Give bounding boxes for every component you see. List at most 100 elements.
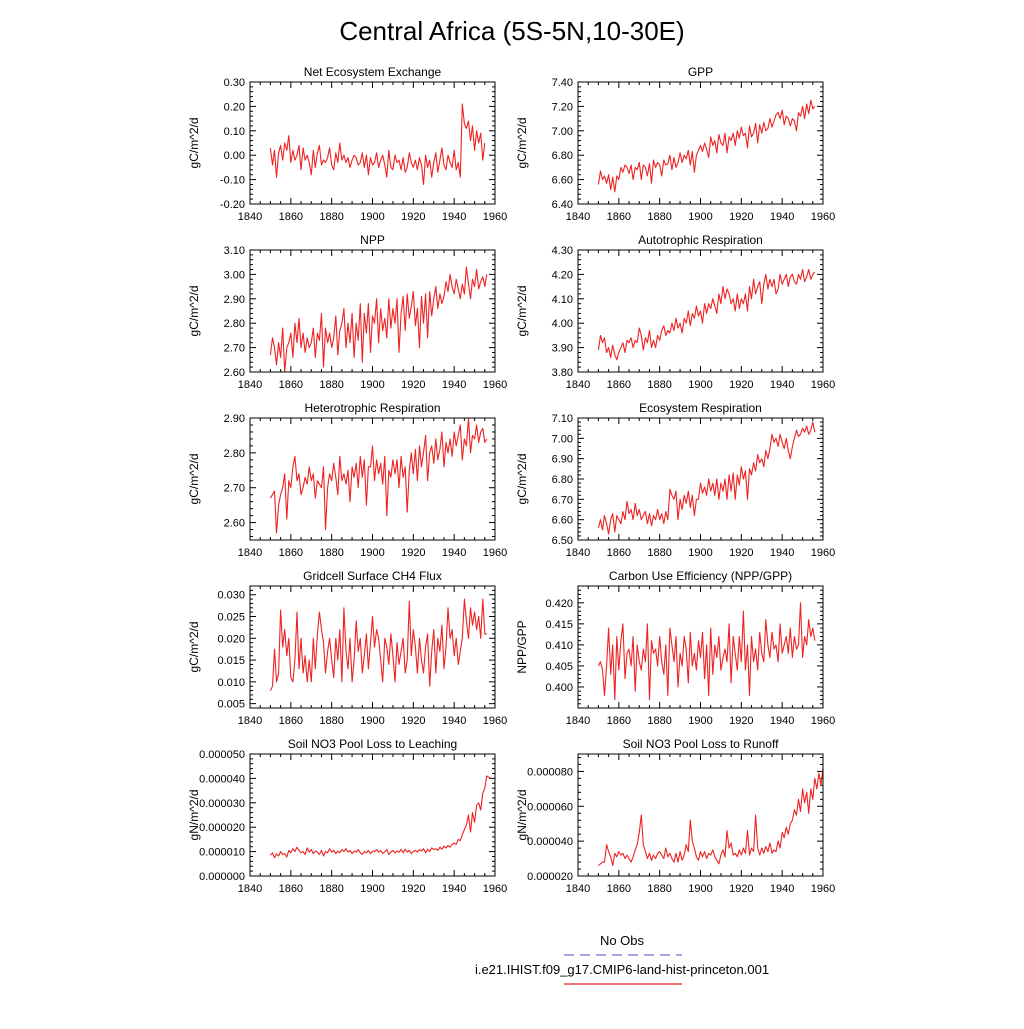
- y-tick-label: 0.000050: [199, 749, 245, 761]
- y-tick-label: 0.10: [224, 126, 245, 138]
- x-tick-label: 1880: [647, 211, 671, 223]
- y-tick-label: 0.000020: [199, 822, 245, 834]
- y-tick-label: 6.70: [552, 494, 573, 506]
- y-tick-label: 2.90: [224, 294, 245, 306]
- chart-panels: Net Ecosystem Exchange gC/m^2/d 1840 1860 18…: [187, 65, 835, 895]
- series-line-1: [597, 268, 816, 361]
- y-tick-label: 3.90: [552, 343, 573, 355]
- chart-panel-8: Carbon Use Efficiency (NPP/GPP) NPP/GPP 18…: [515, 569, 835, 727]
- x-tick-label: 1920: [729, 715, 753, 727]
- panel-title: NPP: [360, 233, 385, 247]
- plot-frame: [249, 417, 496, 541]
- x-tick-label: 1880: [647, 715, 671, 727]
- x-tick-label: 1940: [442, 883, 466, 895]
- y-tick-label: 0.00: [224, 150, 245, 162]
- x-tick-label: 1840: [238, 379, 262, 391]
- y-tick-label: 2.90: [224, 413, 245, 425]
- x-tick-label: 1860: [607, 211, 631, 223]
- y-axis-label: gN/m^2/d: [187, 790, 201, 841]
- x-tick-label: 1840: [238, 211, 262, 223]
- panel-title: Ecosystem Respiration: [639, 401, 762, 415]
- y-tick-label: 6.80: [552, 150, 573, 162]
- series-line-1: [269, 103, 486, 186]
- x-tick-label: 1920: [729, 379, 753, 391]
- y-tick-label: 6.50: [552, 535, 573, 547]
- y-axis-label: NPP/GPP: [515, 620, 529, 673]
- y-tick-label: 0.000040: [199, 773, 245, 785]
- x-tick-label: 1900: [360, 211, 384, 223]
- x-tick-label: 1940: [770, 211, 794, 223]
- x-tick-label: 1840: [238, 715, 262, 727]
- y-tick-label: 2.70: [224, 483, 245, 495]
- x-tick-label: 1960: [483, 211, 507, 223]
- chart-panel-7: Gridcell Surface CH4 Flux gC/m^2/d 1840 186…: [187, 569, 507, 727]
- y-tick-label: 6.90: [552, 454, 573, 466]
- chart-panel-3: NPP gC/m^2/d 1840 1860 1880 1900 1920 1940 1960 2…: [187, 233, 507, 391]
- y-axis-label: gC/m^2/d: [187, 286, 201, 337]
- x-tick-label: 1960: [483, 883, 507, 895]
- series-line-1: [598, 767, 824, 867]
- y-tick-label: 0.000000: [199, 871, 245, 883]
- x-tick-label: 1840: [566, 211, 590, 223]
- y-tick-label: 6.40: [552, 199, 573, 211]
- y-tick-label: 6.60: [552, 515, 573, 527]
- x-tick-label: 1880: [647, 547, 671, 559]
- y-tick-label: 3.00: [224, 269, 245, 281]
- x-tick-label: 1840: [566, 379, 590, 391]
- x-tick-label: 1960: [483, 379, 507, 391]
- x-tick-label: 1960: [483, 547, 507, 559]
- legend-obs-label: No Obs: [600, 933, 645, 948]
- y-tick-label: 0.000020: [527, 871, 573, 883]
- x-tick-label: 1860: [279, 211, 303, 223]
- y-tick-label: 2.60: [224, 518, 245, 530]
- x-tick-label: 1920: [401, 379, 425, 391]
- y-tick-label: 0.20: [224, 101, 245, 113]
- x-tick-label: 1900: [360, 547, 384, 559]
- y-tick-label: 0.000060: [527, 801, 573, 813]
- x-tick-label: 1920: [729, 211, 753, 223]
- y-axis-label: gC/m^2/d: [515, 118, 529, 169]
- x-tick-label: 1880: [319, 547, 343, 559]
- x-tick-label: 1940: [442, 715, 466, 727]
- chart-panel-5: Heterotrophic Respiration gC/m^2/d 1840 186…: [187, 401, 507, 559]
- x-tick-label: 1900: [360, 379, 384, 391]
- y-tick-label: 4.30: [552, 245, 573, 257]
- y-tick-label: 0.30: [224, 77, 245, 89]
- plot-frame: [249, 81, 496, 205]
- plot-frame: [249, 753, 496, 877]
- y-axis-label: gN/m^2/d: [515, 790, 529, 841]
- panel-title: Heterotrophic Respiration: [304, 401, 440, 415]
- plot-frame: [577, 753, 824, 877]
- panel-title: Soil NO3 Pool Loss to Leaching: [288, 737, 457, 751]
- x-tick-label: 1900: [360, 715, 384, 727]
- y-tick-label: 2.80: [224, 448, 245, 460]
- y-axis-label: gC/m^2/d: [187, 454, 201, 505]
- y-tick-label: -0.10: [220, 175, 245, 187]
- chart-panel-1: Net Ecosystem Exchange gC/m^2/d 1840 1860 18…: [187, 65, 507, 223]
- chart-panel-2: GPP gC/m^2/d 1840 1860 1880 1900 1920 1940 1960 6…: [515, 65, 835, 223]
- x-tick-label: 1940: [770, 883, 794, 895]
- x-tick-label: 1940: [770, 715, 794, 727]
- y-tick-label: 7.00: [552, 126, 573, 138]
- x-tick-label: 1840: [238, 547, 262, 559]
- y-tick-label: 0.410: [545, 640, 573, 652]
- series-line-1: [597, 421, 816, 535]
- x-tick-label: 1860: [607, 883, 631, 895]
- x-tick-label: 1960: [811, 211, 835, 223]
- chart-panel-6: Ecosystem Respiration gC/m^2/d 1840 1860 188…: [515, 401, 835, 559]
- y-tick-label: 0.000010: [199, 847, 245, 859]
- y-axis-label: gC/m^2/d: [515, 454, 529, 505]
- x-tick-label: 1920: [729, 883, 753, 895]
- x-tick-label: 1860: [279, 547, 303, 559]
- y-tick-label: 0.010: [217, 677, 245, 689]
- y-tick-label: 0.020: [217, 633, 245, 645]
- page-title: Central Africa (5S-5N,10-30E): [339, 16, 684, 46]
- y-axis-label: gC/m^2/d: [515, 286, 529, 337]
- x-tick-label: 1940: [442, 547, 466, 559]
- chart-panel-9: Soil NO3 Pool Loss to Leaching gN/m^2/d 18…: [187, 737, 507, 895]
- x-tick-label: 1960: [811, 547, 835, 559]
- y-tick-label: 3.80: [552, 367, 573, 379]
- y-tick-label: 0.415: [545, 619, 573, 631]
- x-tick-label: 1880: [319, 211, 343, 223]
- x-tick-label: 1960: [811, 715, 835, 727]
